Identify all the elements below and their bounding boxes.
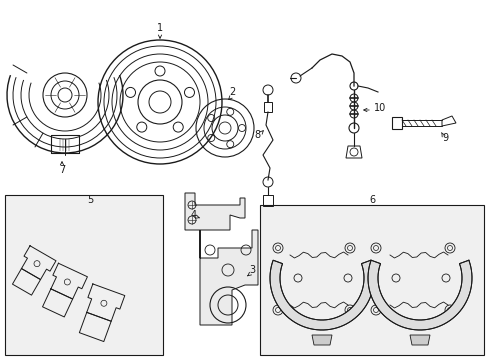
Polygon shape <box>184 193 244 230</box>
Text: 10: 10 <box>373 103 386 113</box>
Polygon shape <box>311 335 331 345</box>
Polygon shape <box>269 260 373 330</box>
Text: 6: 6 <box>368 195 374 205</box>
Text: 7: 7 <box>59 165 65 175</box>
Bar <box>260 205 483 355</box>
Text: 1: 1 <box>157 23 163 33</box>
Text: 8: 8 <box>253 130 260 140</box>
Text: 5: 5 <box>87 195 93 205</box>
Text: 2: 2 <box>228 87 235 97</box>
Text: 9: 9 <box>441 133 447 143</box>
Polygon shape <box>367 260 471 330</box>
Polygon shape <box>200 230 258 325</box>
Polygon shape <box>409 335 429 345</box>
Text: 4: 4 <box>190 210 197 220</box>
Text: 3: 3 <box>248 265 255 275</box>
Bar <box>5 195 163 355</box>
